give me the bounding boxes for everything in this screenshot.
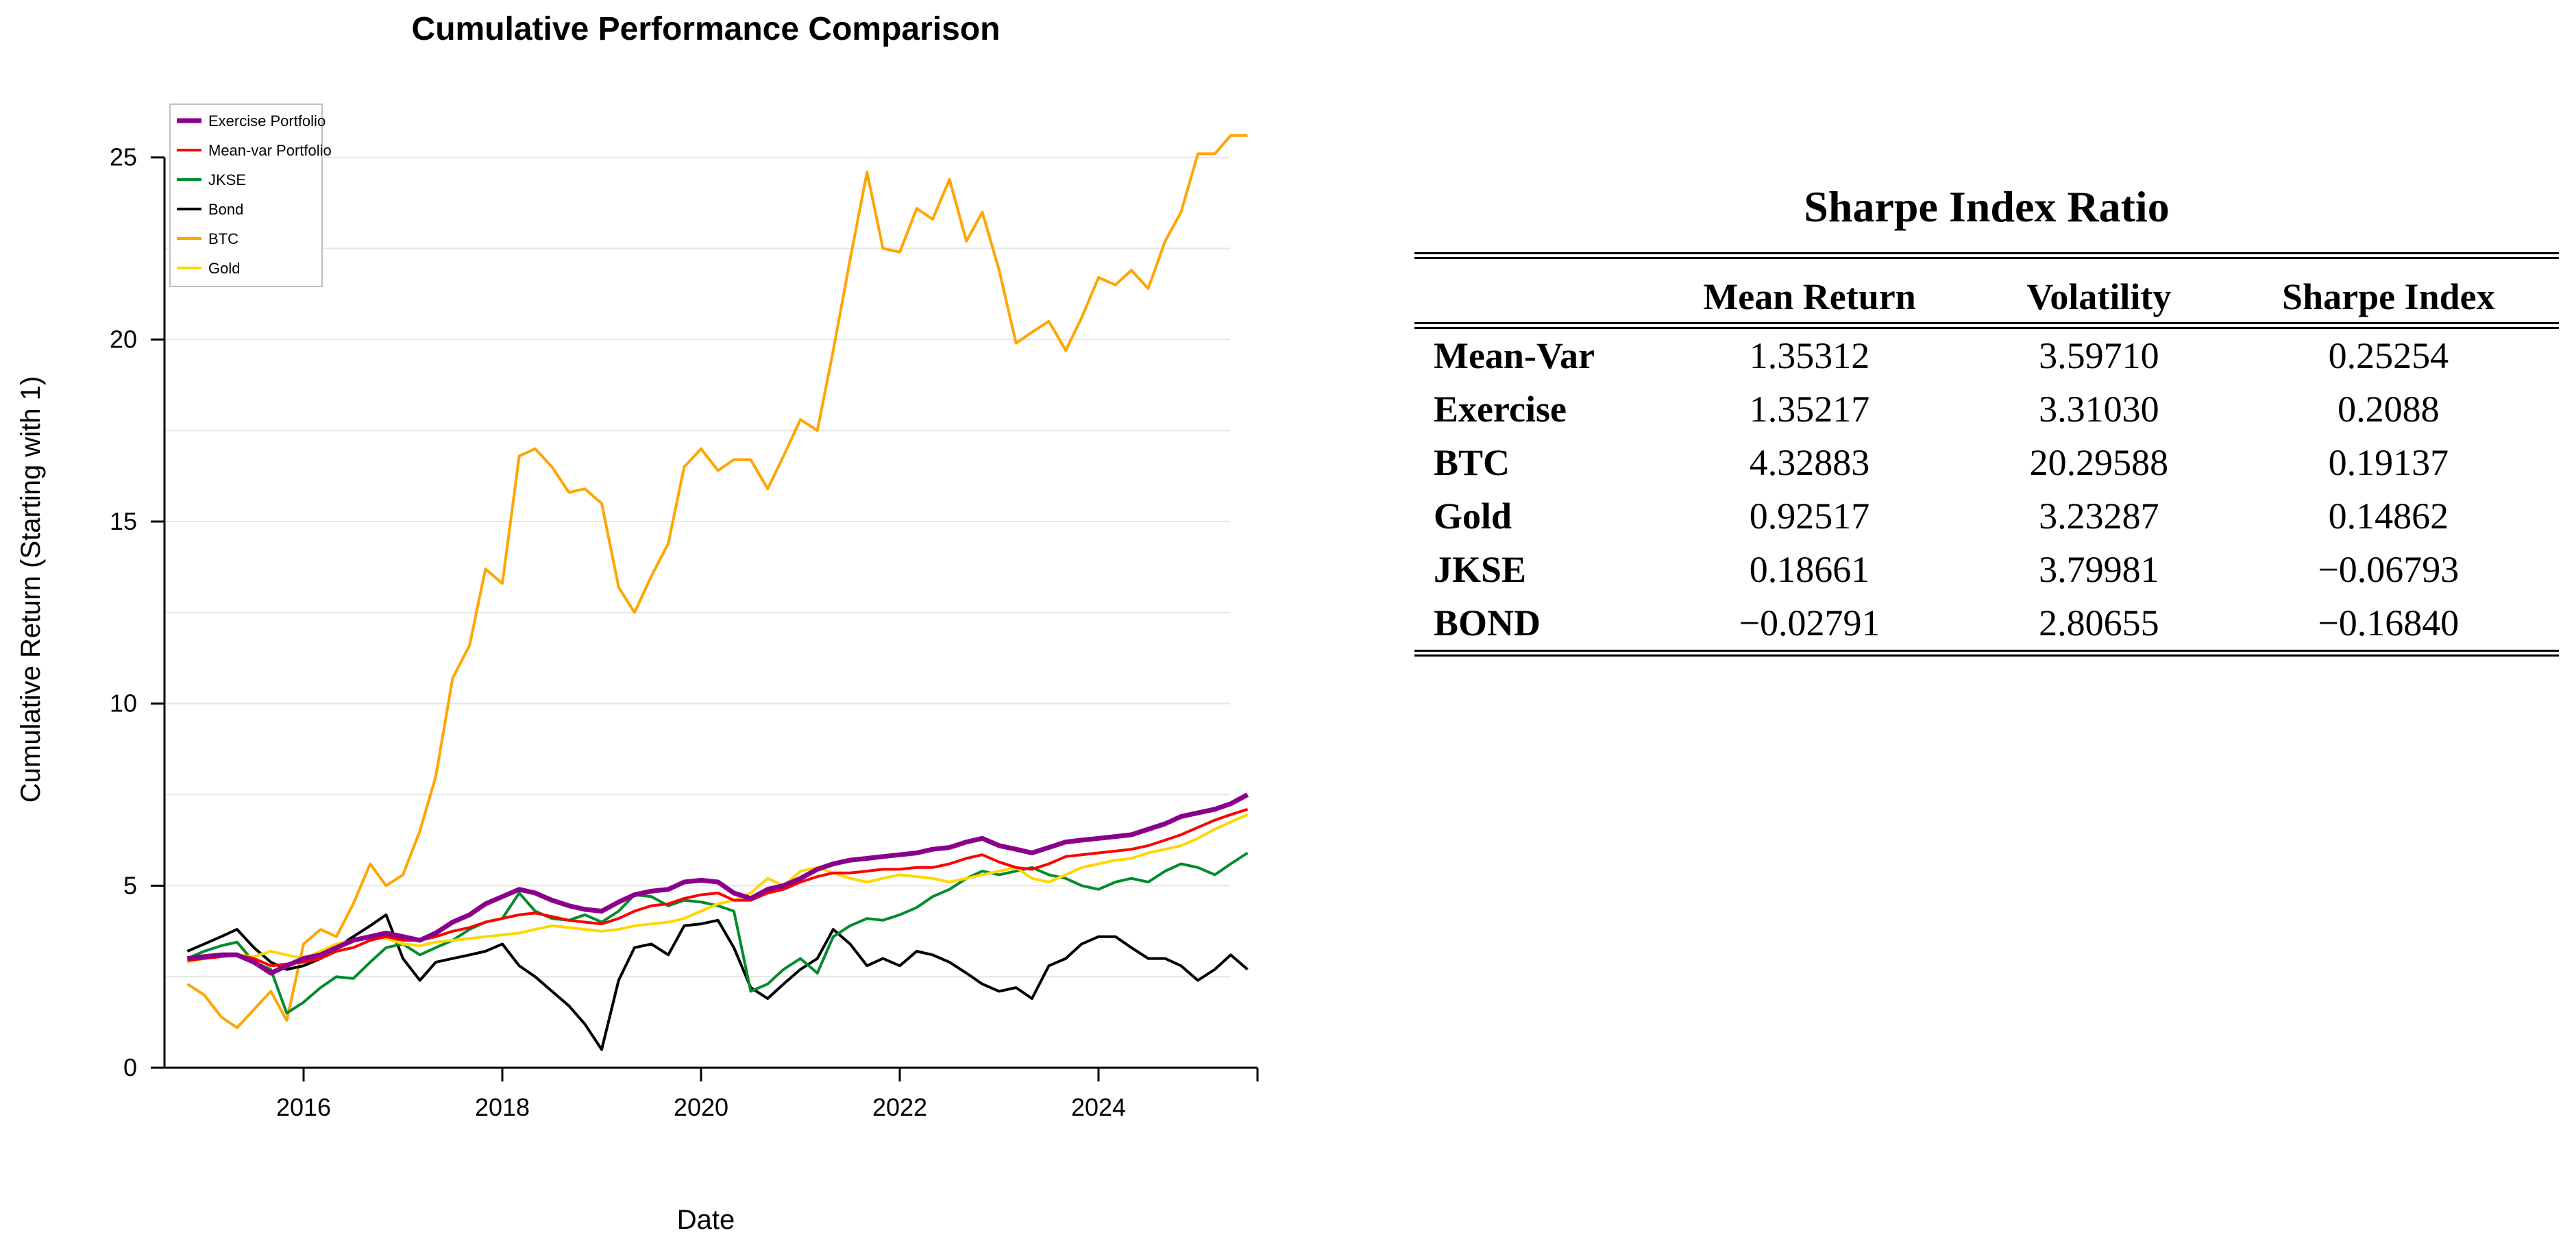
- y-tick-label: 20: [110, 325, 137, 353]
- series-line-exercise-portfolio: [187, 792, 1249, 976]
- x-tick-label: 2020: [674, 1093, 728, 1121]
- series-line-btc: [186, 134, 1248, 1029]
- table-cell: 3.79981: [2039, 549, 2159, 590]
- row-label: Mean-Var: [1434, 335, 1595, 376]
- table-cell: 3.23287: [2039, 495, 2159, 537]
- row-label: JKSE: [1434, 549, 1527, 590]
- x-tick-label: 2016: [276, 1093, 331, 1121]
- table-row: Gold 0.92517 3.23287 0.14862: [1414, 489, 2559, 543]
- legend-entry: BTC: [208, 230, 238, 247]
- table-cell: 0.92517: [1749, 495, 1870, 537]
- table-cell: 4.32883: [1749, 442, 1870, 483]
- table-row: BOND −0.02791 2.80655 −0.16840: [1414, 596, 2559, 653]
- legend-entry: JKSE: [208, 171, 246, 188]
- y-tick-label: 10: [110, 689, 137, 718]
- table-header-volatility: Volatility: [2026, 276, 2172, 317]
- legend-box: [169, 103, 323, 287]
- series-line-bond: [186, 913, 1249, 1051]
- table-cell: 20.29588: [2029, 442, 2169, 483]
- table-header-row: Mean Return Volatility Sharpe Index: [1414, 256, 2559, 326]
- chart-legend: Exercise Portfolio Mean-var Portfolio JKSE…: [169, 103, 332, 287]
- table-cell: 0.25254: [2328, 335, 2449, 376]
- legend-entry: Bond: [208, 201, 243, 218]
- series-lines: [186, 134, 1249, 1051]
- table-header-corner: [1414, 256, 1639, 326]
- row-label: Exercise: [1434, 389, 1567, 430]
- table-cell: 0.2088: [2338, 389, 2440, 430]
- row-label: BTC: [1434, 442, 1510, 483]
- row-label: Gold: [1434, 495, 1512, 537]
- performance-line-chart: Cumulative Performance Comparison 0 5 10 15…: [16, 11, 1259, 1235]
- legend-entry: Exercise Portfolio: [208, 112, 326, 130]
- axes: 0 5 10 15 20 25 2016 2018 2020 2022 2024: [110, 143, 1259, 1121]
- table-cell: 0.18661: [1749, 549, 1870, 590]
- row-label: BOND: [1434, 602, 1541, 644]
- table-title: Sharpe Index Ratio: [1804, 182, 2170, 231]
- x-tick-label: 2018: [475, 1093, 530, 1121]
- series-line-mean-var-portfolio: [187, 807, 1249, 968]
- table-row: JKSE 0.18661 3.79981 −0.06793: [1414, 543, 2559, 596]
- sharpe-table: Mean Return Volatility Sharpe Index Mean…: [1414, 252, 2559, 657]
- table-cell: 1.35217: [1749, 389, 1870, 430]
- table-row: Mean-Var 1.35312 3.59710 0.25254: [1414, 326, 2559, 382]
- table-cell: 3.59710: [2039, 335, 2159, 376]
- y-axis-label: Cumulative Return (Starting with 1): [16, 376, 46, 803]
- table-cell: 0.19137: [2328, 442, 2449, 483]
- table-cell: −0.06793: [2318, 549, 2460, 590]
- table-cell: 1.35312: [1749, 335, 1870, 376]
- sharpe-index-table: Sharpe Index Ratio Mean Return Volatilit…: [1414, 185, 2559, 657]
- table-cell: −0.02791: [1739, 602, 1880, 644]
- table-header-sharpe-index: Sharpe Index: [2282, 276, 2495, 317]
- table-cell: 0.14862: [2328, 495, 2449, 537]
- x-axis-label: Date: [677, 1205, 735, 1235]
- table-cell: −0.16840: [2318, 602, 2460, 644]
- y-tick-label: 5: [123, 871, 137, 899]
- series-line-jkse: [186, 851, 1249, 1015]
- table-row: Exercise 1.35217 3.31030 0.2088: [1414, 382, 2559, 436]
- y-tick-label: 15: [110, 507, 137, 535]
- legend-entry: Mean-var Portfolio: [208, 142, 332, 159]
- y-tick-label: 0: [123, 1053, 137, 1081]
- x-tick-label: 2022: [872, 1093, 927, 1121]
- legend-entry: Gold: [208, 260, 240, 277]
- table-cell: 3.31030: [2039, 389, 2159, 430]
- chart-title: Cumulative Performance Comparison: [412, 11, 1001, 47]
- table-row: BTC 4.32883 20.29588 0.19137: [1414, 436, 2559, 489]
- table-cell: 2.80655: [2039, 602, 2159, 644]
- y-tick-label: 25: [110, 143, 137, 171]
- table-header-mean-return: Mean Return: [1703, 276, 1916, 317]
- x-tick-label: 2024: [1071, 1093, 1126, 1121]
